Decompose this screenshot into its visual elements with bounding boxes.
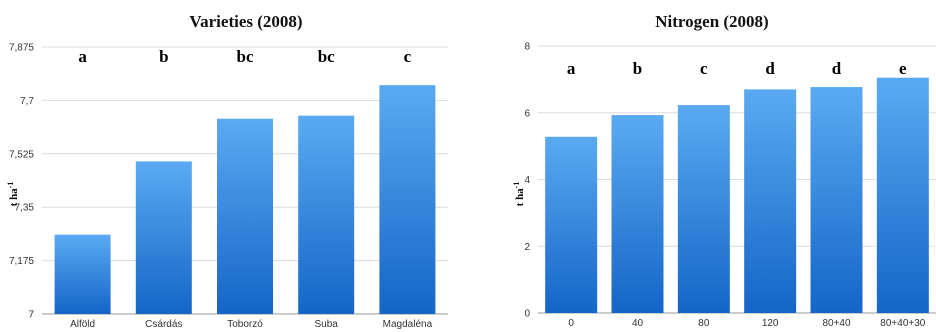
x-tick-label: 80+40 bbox=[822, 318, 851, 329]
x-tick-label: Alföld bbox=[70, 319, 95, 330]
x-tick-label: Toborzó bbox=[227, 319, 263, 330]
significance-letter: bc bbox=[237, 47, 254, 66]
bar-40 bbox=[611, 115, 664, 314]
y-tick-label: 2 bbox=[524, 242, 530, 253]
y-axis-label: t ha-1 bbox=[512, 182, 527, 207]
significance-letter: e bbox=[899, 59, 907, 78]
y-tick-label: 0 bbox=[524, 309, 530, 320]
y-tick-label: 6 bbox=[524, 108, 530, 119]
x-tick-label: Magdaléna bbox=[383, 319, 433, 330]
y-tick-label: 7,175 bbox=[9, 256, 34, 267]
varieties-chart-svg: Varieties (2008) t ha-1 7 7,175 7,35 7,525 7… bbox=[6, 12, 448, 330]
significance-letter: bc bbox=[318, 47, 335, 66]
significance-letter: c bbox=[700, 59, 708, 78]
significance-letter: d bbox=[765, 59, 775, 78]
x-tick-label: 80+40+30 bbox=[880, 318, 925, 329]
significance-letter: c bbox=[404, 47, 412, 66]
bar-alf-ld bbox=[54, 234, 111, 314]
x-tick-label: 120 bbox=[762, 318, 779, 329]
bar-cs-rd-s bbox=[135, 161, 192, 314]
y-tick-label: 7,525 bbox=[9, 149, 34, 160]
bar-toborz- bbox=[217, 118, 273, 314]
y-tick-label: 7,875 bbox=[9, 43, 34, 54]
y-tick-label: 8 bbox=[524, 42, 530, 53]
nitrogen-chart: Nitrogen (2008) t ha-1 0 2 4 6 8 0 a 40 b 80 c 120 d… bbox=[468, 0, 936, 332]
x-tick-label: 80 bbox=[698, 318, 710, 329]
bar-magdal-na bbox=[379, 85, 436, 315]
bar-suba bbox=[298, 115, 355, 315]
y-tick-label: 7,35 bbox=[15, 203, 35, 214]
significance-letter: d bbox=[832, 59, 842, 78]
x-tick-label: 40 bbox=[632, 318, 644, 329]
bar-120 bbox=[744, 89, 797, 313]
significance-letter: b bbox=[159, 47, 168, 66]
varieties-chart: Varieties (2008) t ha-1 7 7,175 7,35 7,525 7… bbox=[6, 12, 448, 330]
y-tick-label: 7 bbox=[28, 310, 34, 321]
nitrogen-chart-svg: Nitrogen (2008) t ha-1 024680a40b80c120d… bbox=[512, 12, 936, 329]
x-tick-label: Csárdás bbox=[145, 319, 182, 330]
bar-80-40-30 bbox=[876, 77, 929, 313]
chart-title: Varieties (2008) bbox=[189, 12, 302, 31]
significance-letter: b bbox=[633, 59, 642, 78]
y-tick-label: 4 bbox=[524, 175, 530, 186]
bar-80 bbox=[677, 105, 730, 313]
significance-letter: a bbox=[567, 59, 576, 78]
y-tick-label: 7,7 bbox=[20, 96, 34, 107]
x-tick-label: 0 bbox=[568, 318, 574, 329]
bar-0 bbox=[545, 136, 598, 313]
significance-letter: a bbox=[78, 47, 87, 66]
x-tick-label: Suba bbox=[315, 319, 339, 330]
y-axis-label: t ha-1 bbox=[6, 182, 21, 207]
bar-80-40 bbox=[810, 87, 863, 314]
chart-title: Nitrogen (2008) bbox=[655, 12, 768, 31]
